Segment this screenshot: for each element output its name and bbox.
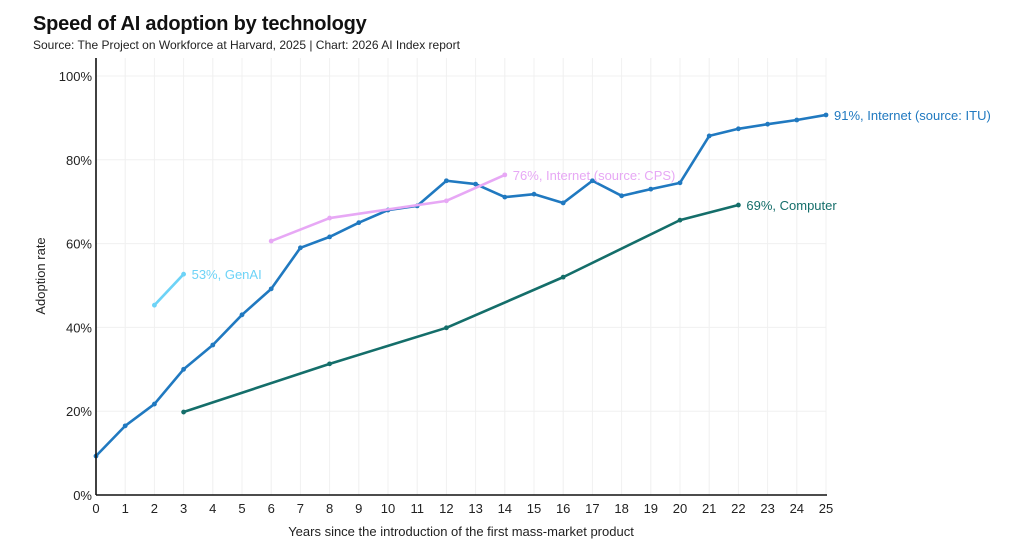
x-tick-label: 9 bbox=[355, 501, 362, 516]
x-tick-label: 21 bbox=[702, 501, 716, 516]
data-point bbox=[327, 215, 332, 221]
data-point bbox=[736, 126, 741, 132]
data-point bbox=[823, 112, 829, 118]
data-point bbox=[210, 342, 216, 348]
series-label: 53%, GenAI bbox=[192, 267, 262, 282]
data-point bbox=[502, 194, 508, 200]
x-tick-label: 3 bbox=[180, 501, 187, 516]
data-point bbox=[502, 172, 508, 178]
data-point bbox=[560, 200, 566, 206]
x-tick-label: 16 bbox=[556, 501, 570, 516]
y-tick-label: 60% bbox=[66, 237, 92, 252]
x-tick-label: 0 bbox=[92, 501, 99, 516]
data-point bbox=[356, 220, 362, 226]
x-tick-label: 17 bbox=[585, 501, 599, 516]
x-tick-label: 2 bbox=[151, 501, 158, 516]
x-tick-label: 10 bbox=[381, 501, 395, 516]
data-point bbox=[736, 202, 741, 208]
x-tick-label: 6 bbox=[268, 501, 275, 516]
data-point bbox=[677, 180, 683, 186]
y-tick-label: 0% bbox=[73, 488, 92, 503]
series-line bbox=[94, 113, 828, 458]
data-point bbox=[239, 312, 245, 318]
x-tick-label: 24 bbox=[790, 501, 804, 516]
data-point bbox=[444, 198, 449, 204]
y-tick-label: 80% bbox=[66, 153, 92, 168]
y-axis-label: Adoption rate bbox=[33, 237, 48, 314]
series-label: 76%, Internet (source: CPS) bbox=[513, 168, 676, 183]
chart-subtitle: Source: The Project on Workforce at Harv… bbox=[33, 38, 460, 52]
chart-title: Speed of AI adoption by technology bbox=[33, 13, 367, 35]
x-tick-label: 20 bbox=[673, 501, 687, 516]
data-point bbox=[327, 234, 332, 240]
series-computer bbox=[181, 202, 741, 415]
data-point bbox=[152, 302, 157, 308]
series-labels: 91%, Internet (source: ITU) 76%, Internet… bbox=[192, 108, 991, 282]
series-line bbox=[153, 272, 185, 307]
x-tick-label: 14 bbox=[498, 501, 512, 516]
data-point bbox=[648, 186, 654, 192]
series-genai bbox=[152, 271, 187, 308]
data-point bbox=[619, 193, 624, 199]
x-tick-label: 15 bbox=[527, 501, 541, 516]
series-label: 69%, Computer bbox=[746, 198, 837, 213]
data-point bbox=[590, 178, 595, 184]
data-point bbox=[444, 178, 449, 184]
x-tick-label: 22 bbox=[731, 501, 745, 516]
data-point bbox=[444, 325, 449, 331]
x-tick-label: 4 bbox=[209, 501, 216, 516]
data-point bbox=[298, 245, 303, 251]
data-point bbox=[473, 181, 478, 187]
y-tick-label: 100% bbox=[59, 69, 93, 84]
series-internet-source-itu bbox=[93, 112, 829, 459]
data-point bbox=[181, 271, 187, 277]
x-tick-label: 19 bbox=[644, 501, 658, 516]
x-tick-label: 8 bbox=[326, 501, 333, 516]
x-tick-label: 7 bbox=[297, 501, 304, 516]
series-internet-source-cps bbox=[268, 172, 508, 244]
data-point bbox=[765, 121, 770, 127]
data-point bbox=[560, 274, 566, 280]
data-point bbox=[531, 191, 537, 197]
y-tick-labels: 0% 20% 40% 60% 80% 100% bbox=[59, 69, 93, 503]
x-tick-label: 12 bbox=[439, 501, 453, 516]
data-point bbox=[794, 117, 800, 123]
x-tick-label: 18 bbox=[614, 501, 628, 516]
data-point bbox=[706, 133, 712, 139]
data-point bbox=[152, 401, 157, 407]
x-tick-label: 11 bbox=[410, 501, 424, 516]
y-tick-label: 20% bbox=[66, 404, 92, 419]
series-label: 91%, Internet (source: ITU) bbox=[834, 108, 991, 123]
x-tick-label: 23 bbox=[760, 501, 774, 516]
series-line bbox=[269, 173, 507, 243]
series-line bbox=[182, 203, 740, 414]
x-tick-labels: 0 1 2 3 4 5 6 7 8 9 10 11 12 13 14 15 16 17 18 19 20 21 22 23 24… bbox=[92, 501, 833, 516]
x-tick-label: 5 bbox=[238, 501, 245, 516]
data-point bbox=[181, 409, 187, 415]
data-point bbox=[677, 217, 683, 223]
data-point bbox=[268, 286, 274, 292]
x-axis-label: Years since the introduction of the firs… bbox=[288, 524, 634, 539]
x-tick-label: 13 bbox=[468, 501, 482, 516]
data-point bbox=[122, 423, 128, 429]
axes bbox=[95, 58, 827, 496]
data-point bbox=[268, 238, 274, 244]
data-point bbox=[181, 366, 187, 372]
series-lines bbox=[93, 112, 829, 459]
y-tick-label: 40% bbox=[66, 320, 92, 335]
data-point bbox=[327, 361, 332, 367]
x-tick-label: 25 bbox=[819, 501, 833, 516]
x-tick-label: 1 bbox=[122, 501, 129, 516]
